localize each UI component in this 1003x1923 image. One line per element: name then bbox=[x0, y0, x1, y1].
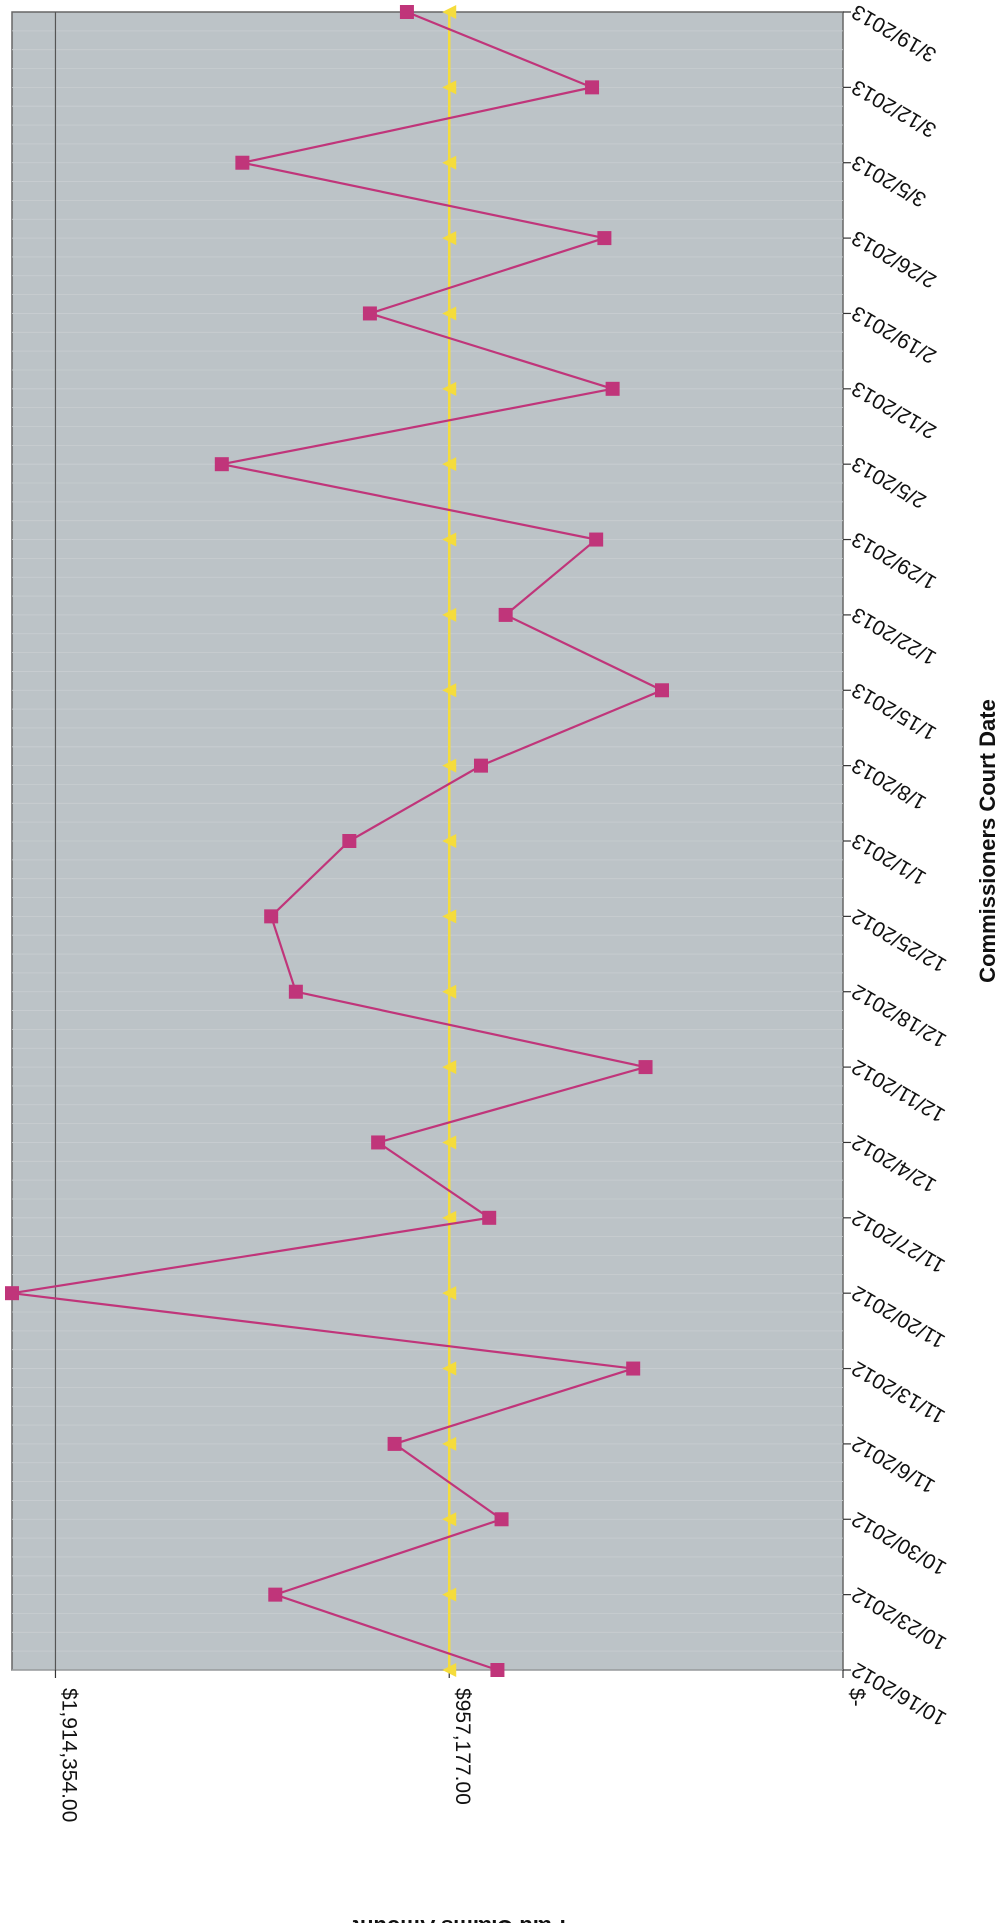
average-marker bbox=[442, 984, 457, 999]
paid-claims-marker bbox=[482, 1210, 497, 1225]
average-marker bbox=[442, 457, 457, 472]
average-marker bbox=[442, 1210, 457, 1225]
average-marker bbox=[442, 155, 457, 170]
x-tick-label: 12/11/2012 bbox=[848, 1055, 949, 1127]
average-marker bbox=[442, 834, 457, 848]
paid-claims-marker bbox=[638, 1060, 653, 1075]
y-tick-labels: $- $957,177.00 $1,914,354.00 bbox=[57, 1688, 868, 1822]
x-tick-label: 3/19/2013 bbox=[848, 0, 940, 66]
paid-claims-marker bbox=[214, 457, 229, 472]
x-tick-label: 2/19/2013 bbox=[848, 301, 940, 368]
y-tick-label: $957,177.00 bbox=[451, 1688, 474, 1805]
average-marker bbox=[442, 532, 457, 547]
x-tick-label: 2/12/2013 bbox=[848, 376, 940, 443]
y-tick-label: $1,914,354.00 bbox=[57, 1688, 80, 1822]
paid-claims-marker bbox=[371, 1135, 386, 1150]
x-tick-label: 1/29/2013 bbox=[848, 527, 940, 594]
paid-claims-marker bbox=[268, 1587, 283, 1602]
paid-claims-marker bbox=[589, 532, 604, 547]
paid-claims-marker bbox=[473, 758, 488, 773]
x-tick-label: 2/26/2013 bbox=[848, 226, 940, 293]
average-marker bbox=[442, 1436, 457, 1451]
paid-claims-marker bbox=[342, 834, 357, 848]
x-tick-label: 1/8/2013 bbox=[848, 753, 930, 814]
average-marker bbox=[442, 80, 457, 95]
paid-claims-marker bbox=[494, 1512, 509, 1527]
gridlines bbox=[12, 30, 843, 1671]
paid-claims-marker bbox=[498, 607, 513, 622]
paid-claims-marker bbox=[288, 984, 303, 999]
average-marker bbox=[442, 1060, 457, 1075]
average-marker bbox=[442, 1286, 457, 1301]
average-marker bbox=[442, 231, 457, 246]
x-tick-label: 11/20/2012 bbox=[848, 1281, 949, 1353]
paid-claims-marker bbox=[399, 5, 414, 19]
average-marker bbox=[442, 909, 457, 924]
average-marker bbox=[442, 1663, 457, 1677]
paid-claims-marker bbox=[235, 155, 250, 170]
x-tick-label: 1/1/2013 bbox=[848, 829, 930, 890]
x-tick-label: 11/27/2012 bbox=[848, 1205, 949, 1277]
average-marker bbox=[442, 1512, 457, 1527]
x-tick-label: 3/5/2013 bbox=[848, 150, 930, 211]
average-marker bbox=[442, 1587, 457, 1602]
x-tick-label: 10/23/2012 bbox=[848, 1582, 951, 1654]
paid-claims-marker bbox=[5, 1286, 19, 1301]
paid-claims-marker bbox=[654, 683, 669, 698]
paid-claims-marker bbox=[597, 231, 612, 246]
paid-claims-marker bbox=[490, 1663, 505, 1677]
paid-claims-marker bbox=[626, 1361, 641, 1376]
x-tick-label: 2/5/2013 bbox=[848, 452, 930, 513]
x-tick-label: 12/18/2012 bbox=[848, 979, 951, 1051]
x-tick-label: 1/15/2013 bbox=[848, 678, 940, 745]
x-tick-label: 12/4/2012 bbox=[848, 1130, 940, 1197]
x-tick-label: 3/12/2013 bbox=[848, 75, 940, 142]
y-axis-title: Paid Claims Amount bbox=[352, 1915, 566, 1923]
x-tick-label: 12/25/2012 bbox=[848, 904, 951, 976]
average-marker bbox=[442, 683, 457, 698]
average-marker bbox=[442, 607, 457, 622]
paid-claims-marker bbox=[264, 909, 279, 924]
y-tick-label: $- bbox=[845, 1688, 868, 1707]
average-marker bbox=[442, 5, 457, 19]
x-tick-label: 10/30/2012 bbox=[848, 1507, 951, 1579]
average-marker bbox=[442, 758, 457, 773]
paid-claims-marker bbox=[387, 1436, 402, 1451]
x-tick-label: 1/22/2013 bbox=[848, 603, 940, 670]
average-marker bbox=[442, 381, 457, 396]
x-tick-label: 11/6/2012 bbox=[848, 1432, 939, 1498]
average-marker bbox=[442, 1361, 457, 1376]
x-axis-title: Commissioners Court Date bbox=[975, 699, 1000, 983]
series bbox=[5, 5, 669, 1677]
x-tick-label: 11/13/2012 bbox=[848, 1356, 949, 1428]
paid-claims-marker bbox=[605, 381, 620, 396]
average-marker bbox=[442, 1135, 457, 1150]
x-tick-labels: 10/16/201210/23/201210/30/201211/6/20121… bbox=[843, 0, 951, 1730]
average-marker bbox=[442, 306, 457, 321]
paid-claims-marker bbox=[585, 80, 600, 95]
paid-claims-marker bbox=[362, 306, 377, 321]
